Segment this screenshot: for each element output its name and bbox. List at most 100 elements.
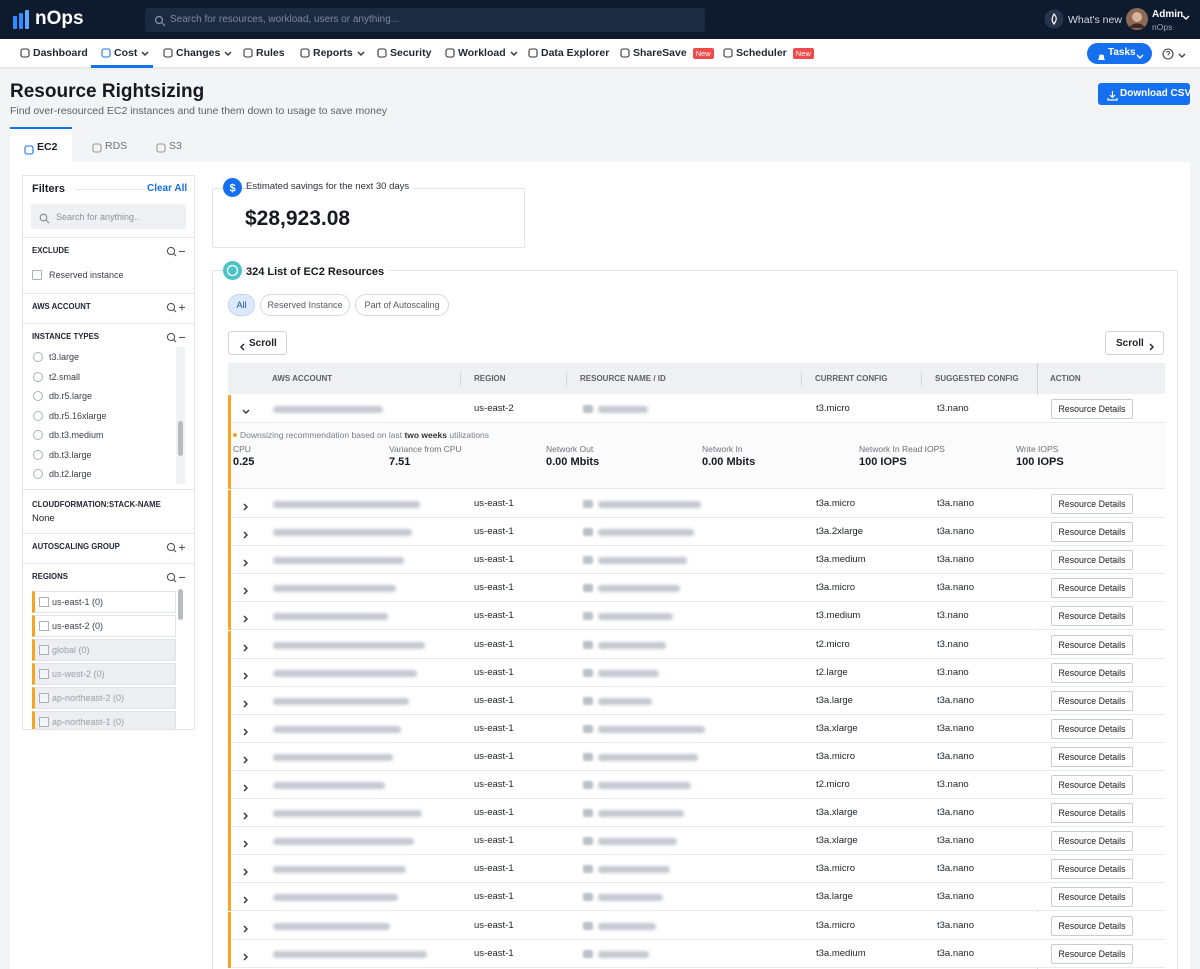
scroll-button[interactable]: Scroll — [228, 331, 287, 355]
resource-details-button[interactable]: Resource Details — [1051, 943, 1133, 964]
radio[interactable] — [33, 391, 43, 401]
redacted-text — [598, 838, 677, 846]
radio[interactable] — [33, 352, 43, 362]
resource-details-button[interactable]: Resource Details — [1051, 690, 1133, 711]
nav-icon-part — [243, 48, 253, 58]
column-header: RESOURCE NAME / ID — [580, 374, 666, 383]
nav-icon-part — [723, 48, 733, 58]
nav-caret-part — [141, 51, 149, 56]
clear-all[interactable]: Clear All — [147, 183, 188, 194]
option-label: us-east-1 (0) — [52, 597, 104, 607]
nav-item[interactable]: Security — [377, 45, 431, 61]
resource-details-button[interactable]: Resource Details — [1051, 578, 1133, 599]
column-separator — [566, 372, 567, 386]
radio[interactable] — [33, 430, 43, 440]
resource-details-button[interactable]: Resource Details — [1051, 662, 1133, 683]
tab-icon-part — [156, 143, 166, 153]
nav-item[interactable]: ShareSave New — [620, 45, 714, 61]
resource-details-label: Resource Details — [1058, 780, 1126, 790]
nav-item[interactable]: Dashboard — [20, 45, 88, 61]
resource-details-button[interactable]: Resource Details — [1051, 915, 1133, 936]
region-option[interactable]: ap-northeast-1 (0) — [32, 711, 176, 729]
savings-value: $28,923.08 — [245, 207, 351, 230]
nav-item[interactable]: Rules — [243, 45, 285, 61]
region-option[interactable]: us-east-1 (0) — [32, 591, 176, 613]
resource-details-button[interactable]: Resource Details — [1051, 887, 1133, 908]
resource-details-button[interactable]: Resource Details — [1051, 634, 1133, 655]
radio[interactable] — [33, 371, 43, 382]
radio[interactable] — [33, 449, 43, 460]
nav-item[interactable]: Data Explorer — [528, 45, 609, 61]
filter-pill[interactable]: All — [228, 294, 255, 316]
column-header: AWS ACCOUNT — [272, 374, 333, 383]
expand-chevron-part — [243, 531, 248, 539]
column-separator — [801, 372, 802, 386]
resource-details-button[interactable]: Resource Details — [1051, 718, 1133, 739]
redacted-icon — [583, 640, 593, 649]
nav-caret-part — [510, 51, 518, 56]
checkbox[interactable] — [32, 270, 42, 280]
region-option[interactable]: us-east-2 (0) — [32, 615, 176, 637]
redacted-icon — [583, 405, 593, 413]
metric-value: 0.25 — [233, 456, 255, 468]
row-accent — [228, 883, 231, 912]
metric-value: 100 IOPS — [859, 456, 907, 468]
search-placeholder: Search for resources, workload, users or… — [170, 14, 399, 25]
radio[interactable] — [33, 469, 43, 479]
collapse-chevron-part — [242, 409, 250, 414]
table-header — [228, 363, 1165, 394]
radio[interactable] — [33, 410, 43, 421]
resource-details-button[interactable]: Resource Details — [1051, 606, 1133, 627]
whats-new[interactable]: What's new — [1068, 14, 1122, 26]
nav-icon — [723, 48, 733, 58]
nav-item[interactable]: Reports — [300, 45, 365, 61]
column-header: ACTION — [1050, 374, 1081, 383]
redacted-text — [273, 838, 414, 846]
region-option[interactable]: us-west-2 (0) — [32, 663, 176, 685]
resource-details-button[interactable]: Resource Details — [1051, 550, 1133, 571]
nav-icon-part — [528, 48, 538, 58]
tasks-button[interactable]: Tasks — [1087, 43, 1152, 64]
tab[interactable]: S3 — [142, 127, 204, 162]
scroll-chevron-part — [1149, 343, 1154, 351]
resource-details-button[interactable]: Resource Details — [1051, 494, 1133, 514]
filter-pill[interactable]: Part of Autoscaling — [355, 294, 449, 316]
section-divider — [23, 533, 194, 534]
redacted-text — [598, 501, 701, 508]
cell-region: us-east-1 — [474, 863, 514, 875]
region-option[interactable]: global (0) — [32, 639, 176, 661]
resource-details-button[interactable]: Resource Details — [1051, 746, 1133, 767]
resource-details-button[interactable]: Resource Details — [1051, 522, 1133, 543]
expand-chevron-part — [243, 587, 248, 595]
nav-item[interactable]: Workload — [445, 45, 518, 61]
resource-details-button[interactable]: Resource Details — [1051, 803, 1133, 824]
tab-label: RDS — [105, 140, 128, 152]
resource-details-button[interactable]: Resource Details — [1051, 831, 1133, 852]
section-divider — [23, 563, 194, 564]
cell-suggested: t3.nano — [937, 403, 969, 414]
download-button[interactable]: Download CSV — [1098, 83, 1191, 105]
resource-details-button[interactable]: Resource Details — [1051, 775, 1133, 795]
resource-details-button[interactable]: Resource Details — [1051, 399, 1133, 419]
row-accent — [228, 602, 231, 631]
option-label: db.r5.16xlarge — [49, 410, 107, 421]
search-box[interactable] — [145, 8, 705, 32]
redacted-text — [273, 782, 385, 789]
resource-details-button[interactable]: Resource Details — [1051, 859, 1133, 880]
nav-item[interactable]: Cost — [101, 45, 149, 61]
download-icon-part — [1107, 91, 1118, 101]
nav-item[interactable]: Changes — [163, 45, 232, 61]
tab[interactable]: RDS — [78, 127, 140, 162]
note-text: Downsizing recommendation based on last — [240, 430, 403, 440]
region-option[interactable]: ap-northeast-2 (0) — [32, 687, 176, 709]
tab[interactable]: EC2 — [10, 127, 72, 162]
filter-search[interactable] — [31, 204, 186, 229]
scroll-button[interactable]: Scroll — [1105, 331, 1164, 355]
expand-chevron — [241, 949, 251, 961]
filter-pill[interactable]: Reserved Instance — [260, 294, 350, 316]
nav-icon-part — [620, 48, 630, 58]
nav-item[interactable]: Scheduler New — [723, 45, 814, 61]
filters-title-rule — [75, 189, 145, 190]
cell-suggested: t3a.nano — [937, 919, 974, 931]
redacted-text — [598, 753, 698, 761]
